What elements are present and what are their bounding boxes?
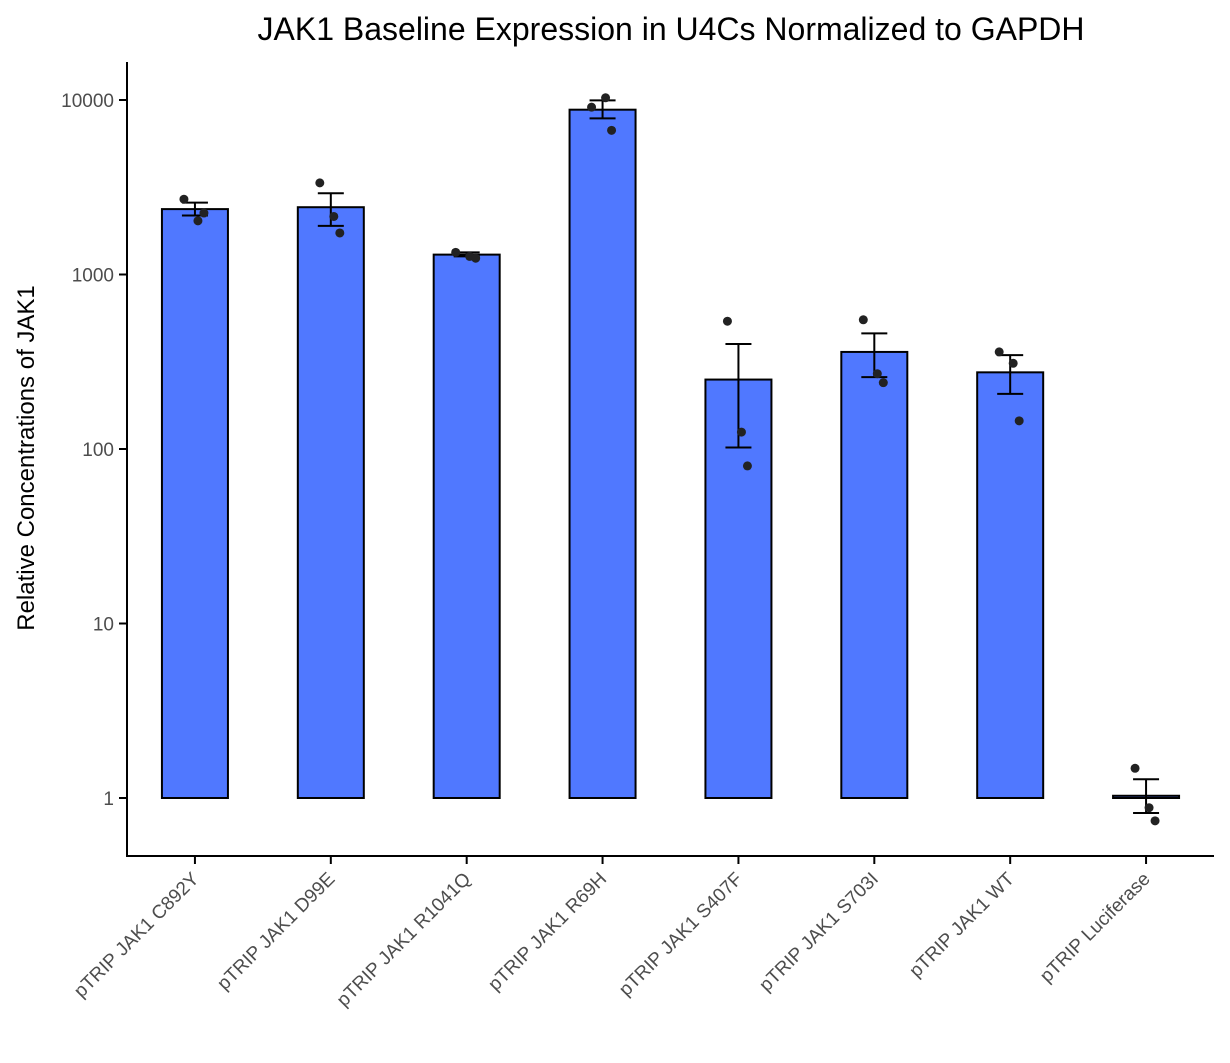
data-point [742,461,752,471]
data-point [1014,416,1024,426]
data-point [451,247,461,257]
x-tick-label: pTRIP JAK1 R69H [484,869,611,996]
y-tick-label: 1000 [72,266,114,287]
data-point [722,316,732,326]
points-layer [179,93,1160,826]
bar [704,378,773,799]
data-point [607,125,617,135]
bar [432,253,501,799]
data-point [329,211,339,221]
x-tick-label: pTRIP JAK1 R1041Q [333,869,475,1011]
data-point [199,208,209,218]
y-tick-label: 10 [93,615,114,636]
data-point [315,178,325,188]
y-tick-label: 10000 [61,91,114,112]
data-point [1150,816,1160,826]
x-tick-label: pTRIP JAK1 C892Y [70,868,204,1002]
data-point [193,216,203,226]
bar [296,206,365,799]
data-point [1008,358,1018,368]
data-point [872,369,882,379]
bar [840,350,909,799]
y-axis-label: Relative Concentrations of JAK1 [13,285,40,631]
chart-title: JAK1 Baseline Expression in U4Cs Normali… [258,11,1085,47]
bars-layer [160,108,1181,800]
x-tick-label: pTRIP JAK1 S703I [755,869,882,996]
data-point [179,194,189,204]
data-point [878,378,888,388]
x-tick-label: pTRIP JAK1 D99E [213,869,339,995]
y-tick-label: 100 [82,440,114,461]
data-point [736,427,746,437]
data-point [1144,803,1154,813]
y-tick-label: 1 [103,789,114,810]
data-point [858,315,868,325]
bar [976,371,1045,799]
bar [160,208,229,800]
data-point [471,253,481,263]
data-point [335,228,345,238]
y-ticks-layer: 1 10 100 1000 10000 [61,91,127,810]
x-tick-label: pTRIP JAK1 S407F [615,869,747,1001]
data-point [994,347,1004,357]
x-tick-label: pTRIP Luciferase [1036,869,1154,987]
data-point [587,102,597,112]
data-point [1130,763,1140,773]
x-tick-label: pTRIP JAK1 WT [906,868,1019,981]
data-point [601,93,611,103]
bar [568,108,637,800]
